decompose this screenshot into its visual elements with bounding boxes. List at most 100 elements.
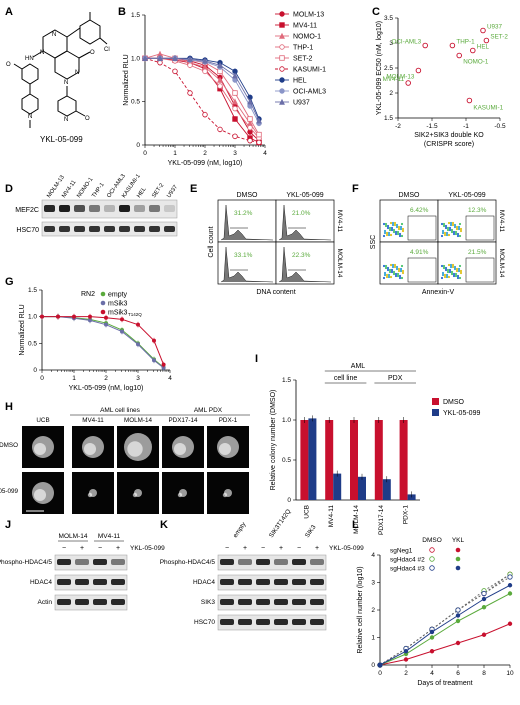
treatment-label: YKL-05-099 bbox=[130, 545, 165, 552]
blot-band bbox=[220, 579, 234, 585]
dot bbox=[446, 228, 450, 232]
data-point-ykl bbox=[481, 605, 487, 610]
treatment-sign: + bbox=[80, 545, 84, 552]
data-point-ykl bbox=[403, 657, 409, 662]
dot bbox=[455, 269, 459, 273]
blot-band bbox=[44, 205, 55, 212]
blot-band bbox=[310, 599, 324, 605]
gate-box bbox=[465, 215, 495, 241]
colony-core bbox=[222, 492, 228, 498]
percent-label: 12.3% bbox=[468, 207, 487, 214]
data-point bbox=[217, 126, 223, 133]
blot-band bbox=[220, 599, 234, 605]
dot bbox=[398, 274, 402, 278]
gate-box bbox=[465, 257, 495, 283]
legend-marker bbox=[100, 309, 106, 315]
y-tick-label: 0.5 bbox=[131, 99, 140, 106]
y-tick-label: 1.0 bbox=[28, 314, 37, 321]
data-point bbox=[187, 62, 193, 68]
data-point-ykl bbox=[507, 583, 513, 588]
legend-label: THP-1 bbox=[293, 45, 313, 52]
dot bbox=[442, 266, 446, 270]
dot bbox=[441, 229, 445, 233]
dot bbox=[451, 263, 455, 267]
dot bbox=[386, 224, 390, 228]
dot bbox=[450, 230, 454, 234]
blot-band bbox=[93, 599, 107, 605]
data-point bbox=[247, 98, 253, 105]
y-tick-label: 3 bbox=[389, 40, 393, 47]
blot-band bbox=[111, 579, 125, 585]
x-tick-label: PDX-1 bbox=[403, 505, 410, 525]
dot bbox=[390, 228, 394, 232]
y-tick-label: 2 bbox=[371, 607, 375, 614]
dot bbox=[391, 223, 395, 227]
legend-label: MV4-11 bbox=[293, 23, 317, 30]
colony-core bbox=[127, 441, 143, 457]
dot bbox=[456, 232, 460, 236]
data-point bbox=[470, 47, 476, 54]
svg-text:N: N bbox=[75, 70, 79, 76]
legend-marker bbox=[279, 98, 285, 105]
y-tick-label: 1.5 bbox=[28, 287, 37, 294]
dot bbox=[387, 273, 391, 277]
dot bbox=[451, 265, 455, 269]
row-label: SIK3 bbox=[201, 599, 215, 606]
dot bbox=[451, 221, 455, 225]
x-tick-label: 2 bbox=[404, 670, 408, 677]
y-tick-label: 1.0 bbox=[282, 417, 291, 424]
panel-letter-b: B bbox=[118, 6, 126, 18]
percent-label: 31.2% bbox=[234, 210, 253, 217]
data-point bbox=[187, 90, 193, 96]
data-point bbox=[217, 76, 223, 83]
flow-e: DMSO YKL-05-099 31.2% 21.0% MV4-11 33.1% 22.3%… bbox=[208, 192, 343, 296]
column-label: MOLM-14 bbox=[124, 417, 152, 424]
treatment-sign: − bbox=[261, 545, 265, 552]
bar bbox=[325, 420, 334, 500]
percent-label: 33.1% bbox=[234, 252, 253, 259]
row-label: HDAC4 bbox=[193, 579, 215, 586]
group-label: MOLM-14 bbox=[59, 533, 88, 540]
colony-core bbox=[177, 492, 183, 498]
y-tick-label: 2.5 bbox=[384, 65, 393, 72]
data-point bbox=[104, 322, 108, 327]
data-point-ykl bbox=[455, 618, 461, 624]
dot bbox=[453, 225, 457, 229]
series-line bbox=[42, 316, 164, 369]
svg-text:HN: HN bbox=[25, 56, 34, 62]
legend-marker-dmso bbox=[429, 547, 435, 553]
blot-band bbox=[119, 226, 130, 232]
dot bbox=[457, 267, 461, 271]
blot-band bbox=[119, 205, 130, 212]
row-label: HSC70 bbox=[16, 227, 39, 234]
colony-core bbox=[33, 442, 47, 456]
chart-b: 0 1 2 3 4 0 0.5 1.0 1.5 YKL-05-099 (nM, log10) Nor… bbox=[123, 11, 326, 167]
data-point bbox=[152, 338, 156, 343]
dot bbox=[458, 276, 462, 280]
series-line bbox=[145, 57, 260, 143]
svg-text:O: O bbox=[85, 116, 90, 122]
y-tick-label: 1.0 bbox=[131, 55, 140, 62]
dot bbox=[385, 233, 389, 237]
percent-label: 22.3% bbox=[292, 252, 311, 259]
lane-label: THP-1 bbox=[91, 182, 106, 199]
dot bbox=[397, 267, 401, 271]
point-label: U937 bbox=[487, 24, 503, 31]
lane-label: SET-2 bbox=[151, 183, 165, 200]
dot bbox=[385, 273, 389, 277]
dot bbox=[447, 263, 451, 267]
blot-row bbox=[54, 594, 128, 611]
dot bbox=[384, 224, 388, 228]
row-label: YKL-05-099 bbox=[0, 488, 18, 495]
legend-marker bbox=[279, 66, 285, 72]
legend-label: sgHdac4 #3 bbox=[390, 566, 425, 573]
column-label: MV4-11 bbox=[82, 417, 104, 424]
legend-col-label: YKL bbox=[452, 537, 465, 544]
dot bbox=[390, 270, 394, 274]
dot bbox=[458, 234, 462, 238]
dot bbox=[458, 222, 462, 226]
x-axis-label: Days of treatment bbox=[417, 680, 472, 687]
row-label: Phospho-HDAC4/5 bbox=[160, 559, 216, 566]
point-label: SET-2 bbox=[490, 34, 508, 41]
dot bbox=[396, 272, 400, 276]
